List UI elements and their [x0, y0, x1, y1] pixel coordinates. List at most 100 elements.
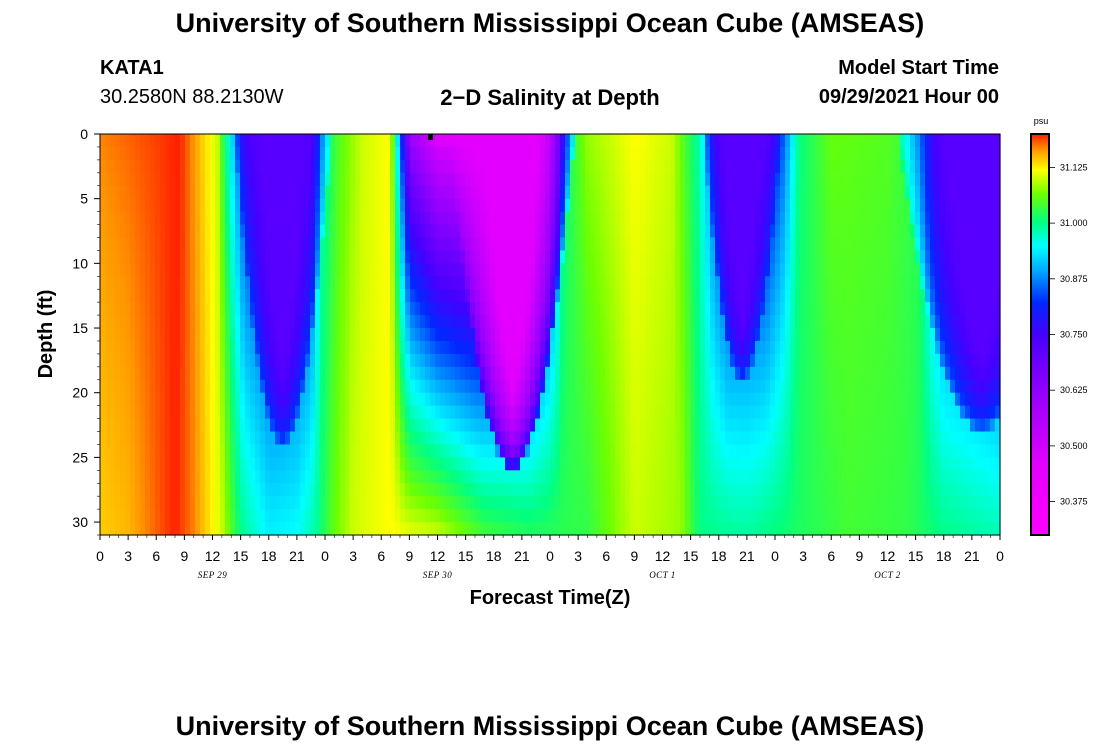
heatmap-cell — [740, 483, 746, 497]
heatmap-cell — [235, 379, 241, 394]
heatmap-cell — [220, 224, 226, 239]
heatmap-cell — [550, 418, 556, 433]
heatmap-cell — [660, 328, 666, 342]
heatmap-cell — [720, 159, 726, 174]
heatmap-cell — [630, 146, 636, 161]
heatmap-cell — [790, 237, 796, 252]
heatmap-cell — [210, 340, 216, 355]
heatmap-cell — [325, 431, 331, 446]
heatmap-cell — [655, 185, 661, 200]
heatmap-cell — [235, 470, 241, 484]
heatmap-cell — [480, 379, 486, 394]
heatmap-cell — [400, 366, 406, 381]
heatmap-cell — [215, 340, 221, 355]
heatmap-cell — [170, 366, 176, 381]
heatmap-cell — [720, 224, 726, 239]
heatmap-cell — [610, 405, 616, 420]
heatmap-cell — [950, 392, 956, 407]
heatmap-cell — [250, 457, 256, 471]
heatmap-cell — [890, 289, 896, 303]
heatmap-cell — [315, 431, 321, 446]
heatmap-cell — [775, 405, 781, 420]
heatmap-cell — [960, 353, 966, 368]
heatmap-cell — [490, 289, 496, 303]
heatmap-cell — [945, 340, 951, 355]
heatmap-cell — [830, 211, 836, 226]
heatmap-cell — [145, 431, 151, 446]
heatmap-cell — [650, 431, 656, 446]
heatmap-cell — [840, 224, 846, 239]
heatmap-cell — [985, 366, 991, 381]
heatmap-cell — [625, 315, 631, 329]
heatmap-cell — [735, 405, 741, 420]
heatmap-cell — [305, 392, 311, 407]
heatmap-cell — [970, 276, 976, 290]
heatmap-cell — [115, 418, 121, 433]
heatmap-cell — [475, 198, 481, 213]
heatmap-cell — [720, 483, 726, 497]
heatmap-cell — [565, 211, 571, 226]
heatmap-cell — [155, 276, 161, 290]
heatmap-cell — [485, 159, 491, 174]
heatmap-cell — [405, 470, 411, 484]
heatmap-cell — [675, 211, 681, 226]
heatmap-cell — [815, 366, 821, 381]
heatmap-cell — [110, 392, 116, 407]
heatmap-cell — [445, 250, 451, 264]
heatmap-cell — [260, 198, 266, 213]
heatmap-cell — [755, 172, 761, 187]
heatmap-cell — [275, 172, 281, 187]
heatmap-cell — [635, 224, 641, 239]
heatmap-cell — [435, 289, 441, 303]
heatmap-cell — [290, 366, 296, 381]
heatmap-cell — [550, 470, 556, 484]
heatmap-cell — [170, 340, 176, 355]
heatmap-cell — [795, 353, 801, 368]
heatmap-cell — [205, 379, 211, 394]
heatmap-cell — [705, 237, 711, 252]
heatmap-cell — [660, 405, 666, 420]
heatmap-cell — [510, 392, 516, 407]
heatmap-cell — [130, 250, 136, 264]
heatmap-cell — [640, 211, 646, 226]
heatmap-cell — [310, 263, 316, 277]
heatmap-cell — [315, 328, 321, 342]
heatmap-cell — [140, 353, 146, 368]
heatmap-cell — [185, 211, 191, 226]
heatmap-cell — [880, 134, 886, 148]
heatmap-cell — [330, 211, 336, 226]
heatmap-cell — [255, 198, 261, 213]
heatmap-cell — [760, 405, 766, 420]
heatmap-cell — [145, 457, 151, 471]
heatmap-cell — [660, 185, 666, 200]
heatmap-cell — [430, 289, 436, 303]
heatmap-cell — [820, 263, 826, 277]
heatmap-cell — [275, 470, 281, 484]
heatmap-cell — [265, 159, 271, 174]
heatmap-cell — [745, 328, 751, 342]
heatmap-cell — [865, 276, 871, 290]
heatmap-cell — [455, 418, 461, 433]
heatmap-cell — [345, 392, 351, 407]
heatmap-cell — [755, 224, 761, 239]
heatmap-cell — [880, 379, 886, 394]
heatmap-cell — [760, 250, 766, 264]
heatmap-cell — [145, 470, 151, 484]
heatmap-cell — [785, 250, 791, 264]
heatmap-cell — [785, 366, 791, 381]
heatmap-cell — [285, 418, 291, 433]
heatmap-cell — [500, 353, 506, 368]
heatmap-cell — [945, 263, 951, 277]
heatmap-cell — [140, 263, 146, 277]
heatmap-cell — [455, 134, 461, 148]
heatmap-cell — [720, 211, 726, 226]
heatmap-cell — [920, 159, 926, 174]
heatmap-cell — [815, 198, 821, 213]
heatmap-cell — [685, 302, 691, 316]
heatmap-cell — [305, 431, 311, 446]
heatmap-cell — [120, 224, 126, 239]
heatmap-cell — [535, 353, 541, 368]
heatmap-cell — [545, 211, 551, 226]
heatmap-cell — [115, 315, 121, 329]
heatmap-cell — [610, 198, 616, 213]
